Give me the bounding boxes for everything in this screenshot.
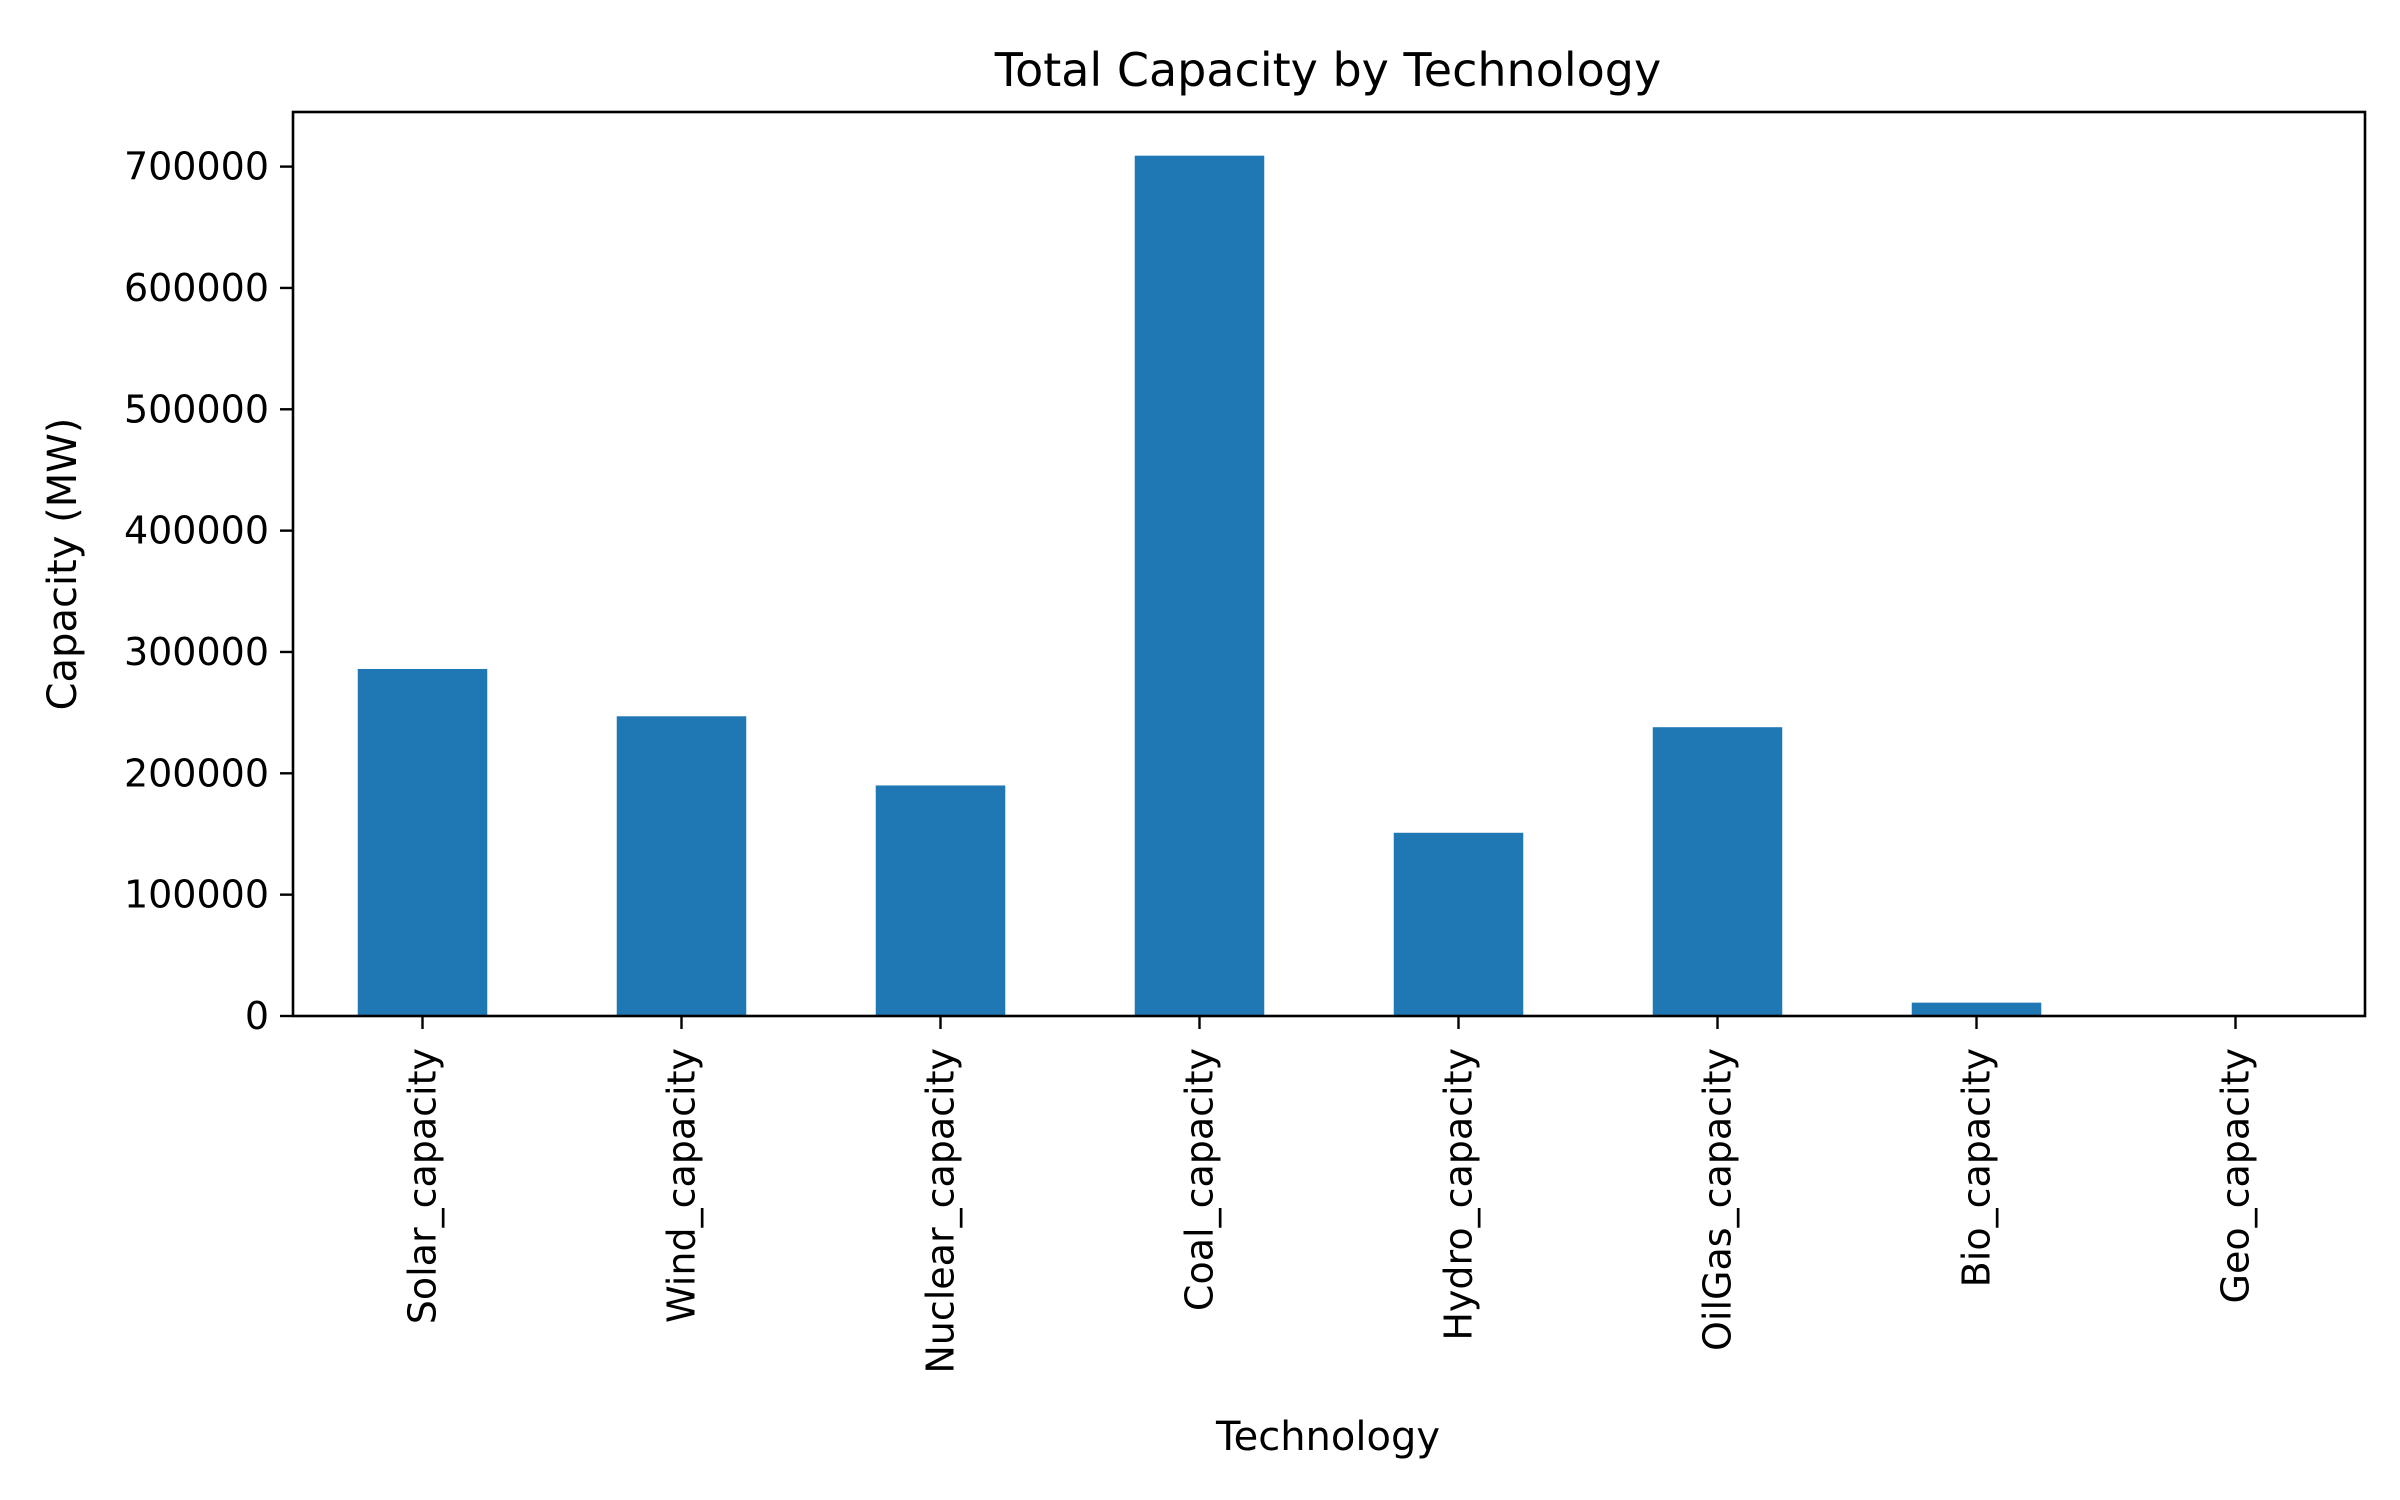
bar-bio-capacity <box>1911 1002 2042 1016</box>
y-tick-label: 600000 <box>124 266 269 310</box>
y-tick-label: 100000 <box>124 873 269 917</box>
bar-coal-capacity <box>1134 155 1265 1016</box>
x-tick-label: Bio_capacity <box>1955 1048 1999 1287</box>
y-axis-label: Capacity (MW) <box>40 418 86 711</box>
y-tick-label: 400000 <box>124 509 269 553</box>
plot-frame <box>291 110 2367 1018</box>
y-axis: 0 100000 200000 300000 400000 500000 600000 700… <box>124 145 293 1038</box>
x-tick-label: Wind_capacity <box>660 1048 704 1323</box>
y-tick-label: 500000 <box>124 387 269 431</box>
x-tick-label: Nuclear_capacity <box>919 1048 963 1374</box>
x-tick-label: OilGas_capacity <box>1696 1048 1740 1351</box>
x-tick-label: Coal_capacity <box>1178 1048 1222 1311</box>
y-tick-label: 200000 <box>124 751 269 795</box>
bar-wind-capacity <box>616 716 747 1016</box>
y-tick-label: 0 <box>245 994 269 1038</box>
x-axis-label: Technology <box>1215 1414 1440 1460</box>
x-tick-label: Hydro_capacity <box>1437 1048 1481 1341</box>
y-tick-label: 700000 <box>124 145 269 189</box>
y-tick-label: 300000 <box>124 630 269 674</box>
chart-title: Total Capacity by Technology <box>994 43 1661 97</box>
bars-group <box>357 155 2042 1016</box>
bar-nuclear-capacity <box>875 785 1006 1016</box>
x-axis: Solar_capacity Wind_capacity Nuclear_capac… <box>401 1016 2258 1374</box>
bar-solar-capacity <box>357 668 488 1016</box>
bar-hydro-capacity <box>1393 832 1524 1016</box>
x-tick-label: Solar_capacity <box>401 1048 445 1324</box>
bar-oilgas-capacity <box>1652 727 1783 1016</box>
x-tick-label: Geo_capacity <box>2214 1048 2258 1304</box>
